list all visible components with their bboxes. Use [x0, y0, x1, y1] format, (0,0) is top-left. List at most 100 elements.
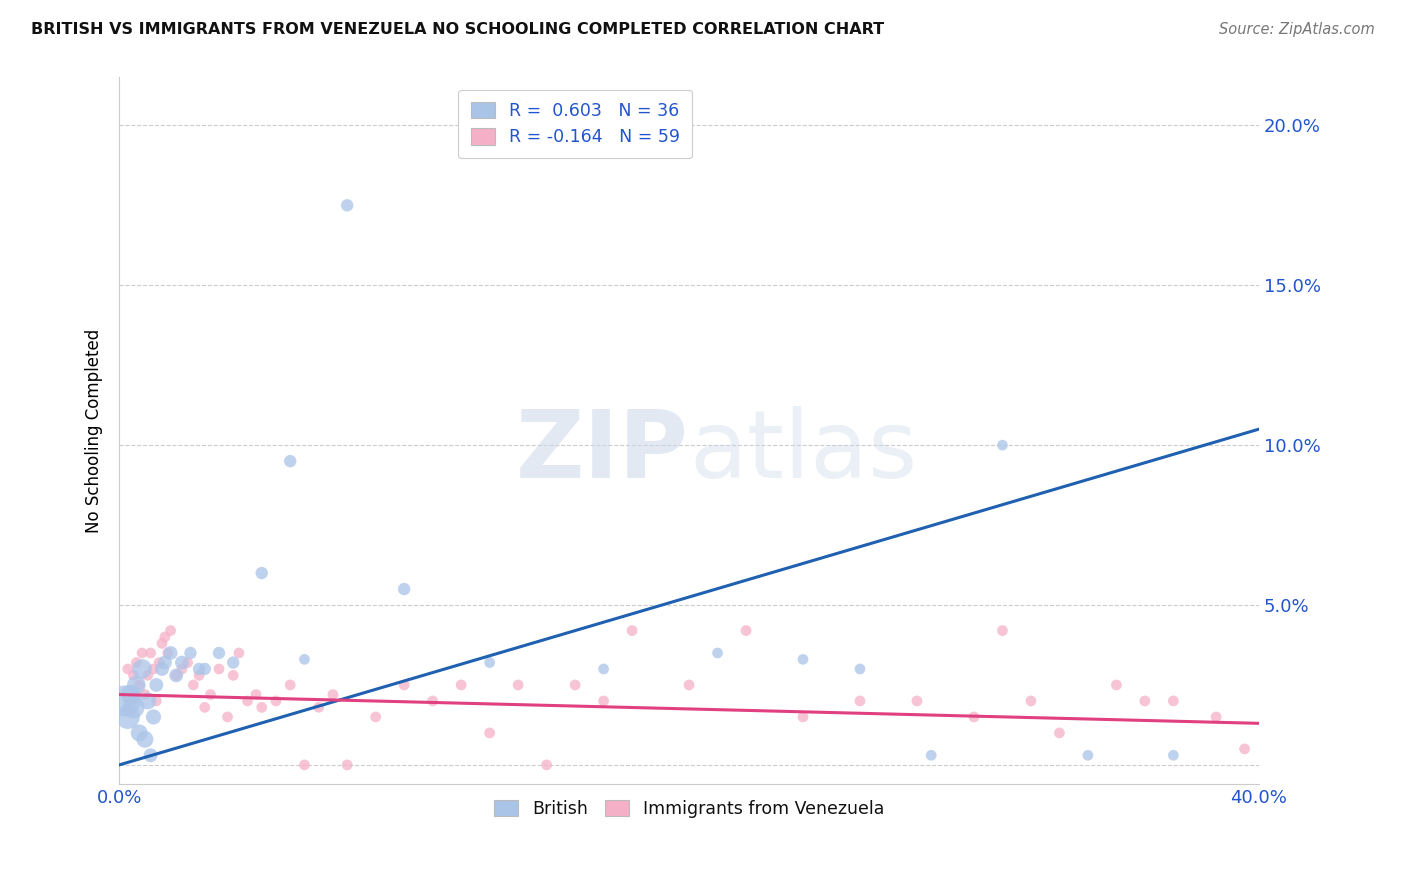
Point	[153, 630, 176, 644]
Text: atlas: atlas	[689, 406, 917, 498]
Point	[170, 656, 193, 670]
Point	[392, 678, 415, 692]
Point	[188, 668, 211, 682]
Point	[228, 646, 250, 660]
Point	[134, 732, 156, 747]
Point	[963, 710, 986, 724]
Point	[170, 662, 193, 676]
Point	[120, 688, 142, 702]
Point	[592, 662, 614, 676]
Point	[188, 662, 211, 676]
Text: BRITISH VS IMMIGRANTS FROM VENEZUELA NO SCHOOLING COMPLETED CORRELATION CHART: BRITISH VS IMMIGRANTS FROM VENEZUELA NO …	[31, 22, 884, 37]
Point	[250, 566, 273, 580]
Point	[508, 678, 530, 692]
Point	[156, 646, 179, 660]
Point	[122, 700, 145, 714]
Point	[278, 678, 301, 692]
Point	[125, 678, 148, 692]
Point	[131, 646, 153, 660]
Point	[142, 710, 165, 724]
Point	[621, 624, 644, 638]
Point	[145, 694, 167, 708]
Point	[245, 688, 267, 702]
Point	[136, 668, 159, 682]
Text: ZIP: ZIP	[516, 406, 689, 498]
Point	[920, 748, 942, 763]
Point	[165, 668, 187, 682]
Point	[142, 662, 165, 676]
Point	[336, 198, 359, 212]
Point	[322, 688, 344, 702]
Legend: British, Immigrants from Venezuela: British, Immigrants from Venezuela	[486, 793, 891, 825]
Point	[125, 656, 148, 670]
Point	[165, 668, 187, 682]
Point	[308, 700, 330, 714]
Point	[139, 748, 162, 763]
Point	[1163, 694, 1185, 708]
Point	[478, 726, 501, 740]
Point	[1077, 748, 1099, 763]
Point	[128, 678, 150, 692]
Point	[294, 652, 316, 666]
Point	[200, 688, 222, 702]
Point	[159, 624, 181, 638]
Point	[1019, 694, 1042, 708]
Point	[145, 678, 167, 692]
Point	[564, 678, 586, 692]
Point	[236, 694, 259, 708]
Point	[849, 662, 872, 676]
Point	[217, 710, 239, 724]
Point	[536, 758, 558, 772]
Point	[183, 678, 205, 692]
Point	[194, 662, 217, 676]
Point	[117, 710, 139, 724]
Point	[991, 624, 1014, 638]
Point	[1133, 694, 1156, 708]
Point	[131, 662, 153, 676]
Point	[222, 668, 245, 682]
Point	[905, 694, 928, 708]
Point	[278, 454, 301, 468]
Point	[150, 636, 173, 650]
Point	[422, 694, 444, 708]
Point	[1047, 726, 1070, 740]
Point	[159, 646, 181, 660]
Y-axis label: No Schooling Completed: No Schooling Completed	[86, 328, 103, 533]
Point	[678, 678, 700, 692]
Point	[179, 646, 201, 660]
Point	[153, 656, 176, 670]
Point	[336, 758, 359, 772]
Point	[991, 438, 1014, 452]
Point	[792, 652, 814, 666]
Point	[194, 700, 217, 714]
Point	[250, 700, 273, 714]
Point	[849, 694, 872, 708]
Point	[264, 694, 287, 708]
Point	[136, 694, 159, 708]
Point	[150, 662, 173, 676]
Point	[1233, 742, 1256, 756]
Point	[478, 656, 501, 670]
Point	[148, 656, 170, 670]
Point	[1163, 748, 1185, 763]
Point	[208, 646, 231, 660]
Point	[128, 726, 150, 740]
Point	[134, 688, 156, 702]
Point	[114, 694, 136, 708]
Point	[706, 646, 728, 660]
Point	[208, 662, 231, 676]
Point	[450, 678, 472, 692]
Point	[592, 694, 614, 708]
Point	[294, 758, 316, 772]
Point	[176, 656, 198, 670]
Point	[1105, 678, 1128, 692]
Point	[735, 624, 758, 638]
Point	[139, 646, 162, 660]
Point	[222, 656, 245, 670]
Point	[1205, 710, 1227, 724]
Point	[122, 668, 145, 682]
Point	[117, 662, 139, 676]
Point	[392, 582, 415, 596]
Text: Source: ZipAtlas.com: Source: ZipAtlas.com	[1219, 22, 1375, 37]
Point	[792, 710, 814, 724]
